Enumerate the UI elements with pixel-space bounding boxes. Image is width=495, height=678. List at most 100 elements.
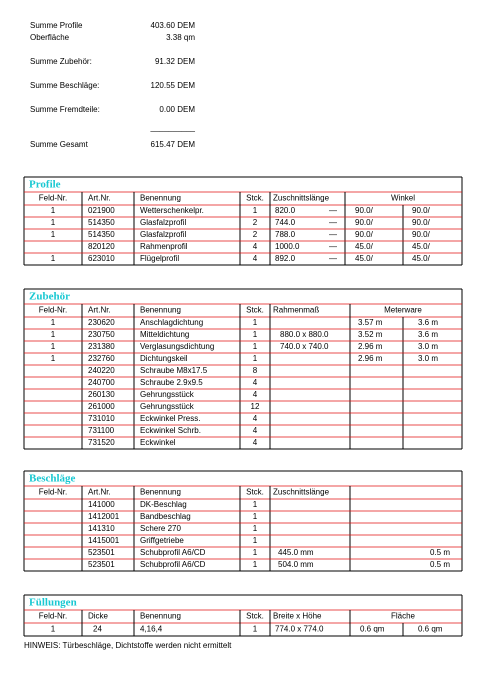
table-cell: 623010 xyxy=(88,254,115,263)
table-cell: 240700 xyxy=(88,378,115,387)
table-cell: Rahmenprofil xyxy=(140,242,188,251)
table-cell: 1 xyxy=(253,330,258,339)
table-cell: 45.0/ xyxy=(355,242,374,251)
table-cell: 0.5 m xyxy=(430,548,450,557)
table-cell: Flügelprofil xyxy=(140,254,179,263)
table-cell: 2.96 m xyxy=(358,342,383,351)
table-cell: 2 xyxy=(253,230,258,239)
table-cell: 892.0 xyxy=(275,254,296,263)
summary-label: Summe Gesamt xyxy=(30,140,89,149)
table-cell: Schere 270 xyxy=(140,524,181,533)
table-cell: Gehrungsstück xyxy=(140,402,195,411)
table-cell: 4 xyxy=(253,426,258,435)
table-cell: Verglasungsdichtung xyxy=(140,342,214,351)
summary-label: Summe Beschläge: xyxy=(30,81,99,90)
table-cell: Schubprofil A6/CD xyxy=(140,560,206,569)
table-cell: 1412001 xyxy=(88,512,120,521)
table-cell: 45.0/ xyxy=(412,242,431,251)
table-cell: 90.0/ xyxy=(355,218,374,227)
column-header: Feld-Nr. xyxy=(39,612,67,621)
table-cell: — xyxy=(329,218,337,227)
table-cell: 45.0/ xyxy=(355,254,374,263)
column-header: Art.Nr. xyxy=(88,306,111,315)
table-cell: 230620 xyxy=(88,318,115,327)
column-header: Art.Nr. xyxy=(88,194,111,203)
table-cell: 1 xyxy=(253,318,258,327)
table-cell: 1 xyxy=(51,342,56,351)
table-title: Profile xyxy=(29,179,61,191)
table-cell: 90.0/ xyxy=(355,230,374,239)
table-cell: 1 xyxy=(253,500,258,509)
table-cell: 3.6 m xyxy=(418,330,438,339)
table-cell: 1 xyxy=(51,354,56,363)
summary-separator: __________ xyxy=(150,123,196,132)
column-header: Stck. xyxy=(246,488,264,497)
summary-value: 403.60 DEM xyxy=(151,21,196,30)
table-cell: 3.52 m xyxy=(358,330,383,339)
table-cell: 3.0 m xyxy=(418,354,438,363)
column-header: Art.Nr. xyxy=(88,488,111,497)
table-title: Zubehör xyxy=(29,291,70,303)
table-cell: Wetterschenkelpr. xyxy=(140,206,204,215)
table-cell: 4 xyxy=(253,242,258,251)
table-cell: 523501 xyxy=(88,560,115,569)
table-cell: Eckwinkel xyxy=(140,438,176,447)
table-cell: 4 xyxy=(253,390,258,399)
column-header: Dicke xyxy=(88,612,109,621)
table-cell: 3.57 m xyxy=(358,318,383,327)
table-cell: Eckwinkel Press. xyxy=(140,414,200,423)
summary-value: 91.32 DEM xyxy=(155,57,195,66)
table-cell: 1 xyxy=(51,625,56,634)
column-header: Zuschnittslänge xyxy=(273,488,330,497)
summary-value: 3.38 qm xyxy=(166,33,195,42)
table-title: Beschläge xyxy=(29,473,76,485)
table-cell: 261000 xyxy=(88,402,115,411)
summary-label: Summe Fremdteile: xyxy=(30,105,100,114)
table-cell: 514350 xyxy=(88,218,115,227)
table-cell: 90.0/ xyxy=(412,218,431,227)
table-cell: — xyxy=(329,254,337,263)
table-cell: Dichtungskeil xyxy=(140,354,188,363)
table-cell: 8 xyxy=(253,366,258,375)
table-cell: 4 xyxy=(253,378,258,387)
table-cell: 141310 xyxy=(88,524,115,533)
table-cell: 3.6 m xyxy=(418,318,438,327)
table-cell: — xyxy=(329,206,337,215)
table-cell: 1 xyxy=(253,548,258,557)
column-header: Zuschnittslänge xyxy=(273,194,330,203)
summary-value: 120.55 DEM xyxy=(151,81,196,90)
table-cell: 1000.0 xyxy=(275,242,300,251)
column-header: Benennung xyxy=(140,612,181,621)
table-cell: 0.5 m xyxy=(430,560,450,569)
table-cell: 731010 xyxy=(88,414,115,423)
table-cell: 1 xyxy=(51,230,56,239)
table-cell: 514350 xyxy=(88,230,115,239)
table-cell: 1 xyxy=(253,342,258,351)
table-cell: 1 xyxy=(253,560,258,569)
table-cell: 2 xyxy=(253,218,258,227)
table-cell: 1 xyxy=(51,206,56,215)
column-header: Feld-Nr. xyxy=(39,194,67,203)
table-cell: 3.0 m xyxy=(418,342,438,351)
table-cell: 1 xyxy=(51,330,56,339)
table-cell: 4 xyxy=(253,414,258,423)
table-cell: 45.0/ xyxy=(412,254,431,263)
column-header: Breite x Höhe xyxy=(273,612,322,621)
table-cell: Anschlagdichtung xyxy=(140,318,203,327)
column-header: Fläche xyxy=(391,612,416,621)
table-cell: 1 xyxy=(51,254,56,263)
table-cell: 90.0/ xyxy=(355,206,374,215)
column-header: Benennung xyxy=(140,488,181,497)
column-header: Rahmenmaß xyxy=(273,306,319,315)
table-cell: 820.0 xyxy=(275,206,296,215)
table-cell: 1415001 xyxy=(88,536,120,545)
column-header: Feld-Nr. xyxy=(39,306,67,315)
summary-label: Summe Zubehör: xyxy=(30,57,92,66)
table-cell: 1 xyxy=(253,512,258,521)
table-cell: 1 xyxy=(51,218,56,227)
table-cell: Eckwinkel Schrb. xyxy=(140,426,201,435)
table-cell: — xyxy=(329,230,337,239)
summary-value: 0.00 DEM xyxy=(159,105,195,114)
column-header: Benennung xyxy=(140,306,181,315)
